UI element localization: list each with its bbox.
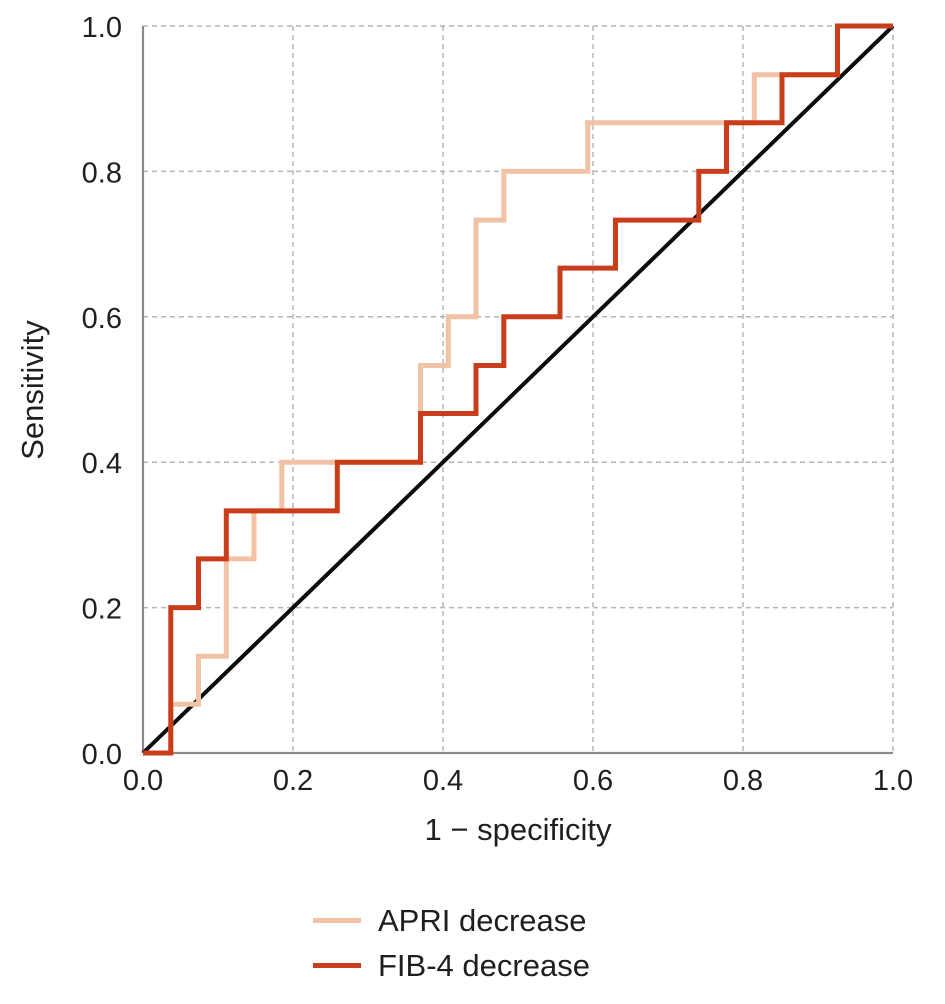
y-tick-label: 0.6 [82, 303, 122, 335]
chance-diagonal [141, 24, 895, 755]
y-tick-label: 0.0 [82, 739, 122, 771]
x-tick-label: 0.0 [123, 765, 163, 797]
legend-swatch [313, 963, 361, 968]
y-axis-label: Sensitivity [15, 320, 50, 460]
legend-swatch [313, 918, 361, 923]
legend-label: FIB-4 decrease [378, 947, 590, 983]
series-curve-fib-4-decrease [143, 23, 893, 756]
x-tick-label: 0.2 [273, 765, 313, 797]
y-tick-label: 1.0 [82, 12, 122, 44]
y-tick-label: 0.8 [82, 157, 122, 189]
legend-item: FIB-4 decrease [313, 943, 590, 988]
x-axis-label: 1 − specificity [424, 812, 612, 847]
legend-label: APRI decrease [378, 902, 587, 938]
y-tick-label: 0.4 [82, 448, 122, 480]
x-tick-label: 1.0 [873, 765, 913, 797]
x-tick-label: 0.8 [723, 765, 763, 797]
legend: APRI decrease FIB-4 decrease [313, 898, 590, 988]
x-tick-label: 0.6 [573, 765, 613, 797]
legend-item: APRI decrease [313, 898, 590, 943]
x-tick-label: 0.4 [423, 765, 463, 797]
y-tick-label: 0.2 [82, 594, 122, 626]
